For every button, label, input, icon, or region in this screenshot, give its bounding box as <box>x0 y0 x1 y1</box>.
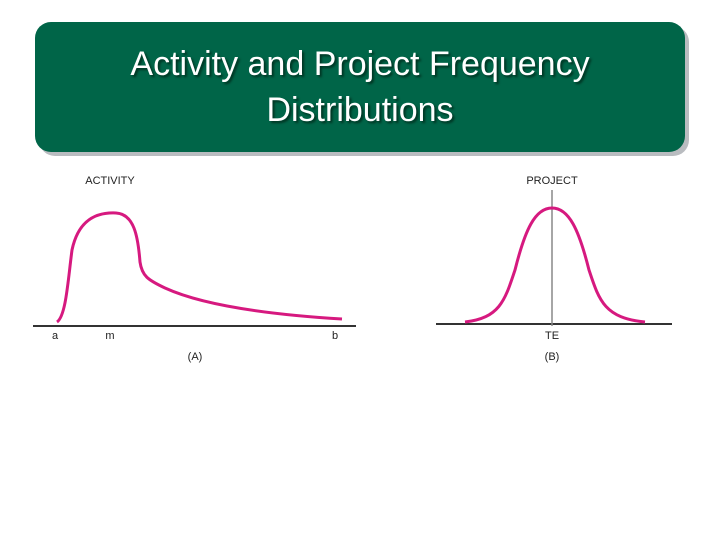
activity-curve <box>55 211 343 324</box>
project-curve <box>464 206 646 324</box>
panel-heading: ACTIVITY <box>85 175 135 187</box>
panel-caption: (B) <box>545 351 560 363</box>
axis-label: m <box>105 330 114 342</box>
axis-label: a <box>52 330 59 342</box>
slide-title: Activity and Project Frequency Distribut… <box>130 45 590 129</box>
title-banner: Activity and Project Frequency Distribut… <box>35 22 685 152</box>
axis-label: b <box>332 330 338 342</box>
panel-caption: (A) <box>188 351 203 363</box>
axis-label: TE <box>545 330 559 342</box>
panel-heading: PROJECT <box>526 175 578 187</box>
